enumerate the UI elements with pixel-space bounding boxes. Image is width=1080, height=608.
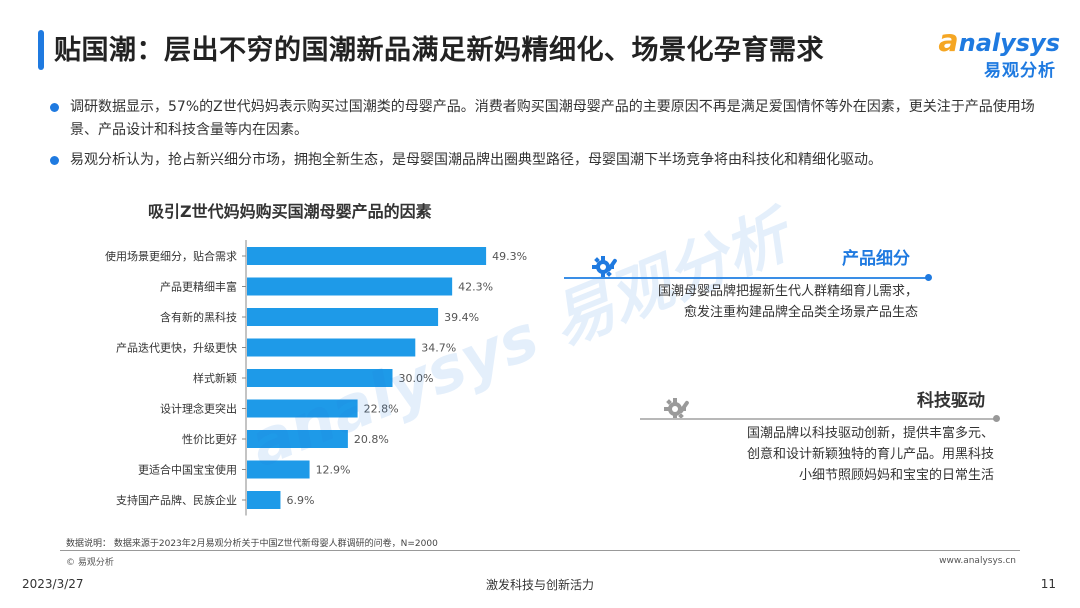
footer-slogan: 激发科技与创新活力	[485, 578, 594, 592]
bar	[247, 399, 358, 418]
value-label: 6.9%	[286, 494, 314, 507]
value-label: 49.3%	[492, 250, 527, 263]
bar-chart: 使用场景更细分，贴合需求 49.3% 产品更精细丰富 42.3% 含有新的黑科技 39.4…	[105, 240, 527, 516]
value-label: 12.9%	[316, 464, 351, 477]
page-title: 贴国潮：层出不穷的国潮新品满足新妈精细化、场景化孕育需求	[54, 35, 824, 66]
panel-divider-dot	[925, 274, 932, 281]
bar	[247, 308, 439, 326]
category-label: 性价比更好	[182, 432, 237, 446]
category-label: 产品更精细丰富	[160, 280, 237, 294]
panel-divider-dot	[993, 415, 1000, 422]
logo-rest: nalysys	[958, 29, 1060, 57]
category-label: 样式新颖	[193, 371, 237, 385]
value-label: 20.8%	[354, 433, 389, 446]
analysys-logo: analysys 易观分析	[938, 24, 1060, 81]
bar	[247, 338, 416, 357]
value-label: 39.4%	[444, 311, 479, 324]
title-accent-bar	[38, 30, 44, 70]
bullet-item: 调研数据显示，57%的Z世代妈妈表示购买过国潮类的母婴产品。消费者购买国潮母婴产…	[50, 96, 1040, 142]
panel-text-line: 创意和设计新颖独特的育儿产品。用黑科技	[746, 447, 994, 462]
panel-text-line: 愈发注重构建品牌全品类全场景产品生态	[683, 305, 918, 320]
data-note: 数据说明： 数据来源于2023年2月易观分析关于中国Z世代新母婴人群调研的问卷，…	[66, 539, 438, 549]
logo-wordmark: analysys	[938, 24, 1060, 59]
panel-text-segmentation: 国潮母婴品牌把握新生代人群精细育儿需求， 愈发注重构建品牌全品类全场景产品生态	[600, 281, 918, 323]
value-label: 34.7%	[421, 342, 456, 355]
bullet-text: 易观分析认为，抢占新兴细分市场，拥抱全新生态，是母婴国潮品牌出圈典型路径，母婴国…	[70, 152, 882, 168]
bar	[247, 277, 453, 296]
category-label: 更适合中国宝宝使用	[138, 463, 237, 477]
report-date: 2023/3/27	[22, 577, 84, 591]
panel-text-technology: 国潮品牌以科技驱动创新，提供丰富多元、 创意和设计新颖独特的育儿产品。用黑科技 …	[640, 423, 994, 486]
bar	[247, 460, 310, 479]
panel-text-line: 小细节照顾妈妈和宝宝的日常生活	[798, 468, 994, 483]
gear-wrench-icon	[664, 398, 689, 420]
value-label: 30.0%	[399, 372, 434, 385]
category-label: 产品迭代更快，升级更快	[116, 341, 237, 355]
category-label: 支持国产品牌、民族企业	[116, 493, 237, 507]
bullet-dot	[50, 156, 59, 165]
gear-wrench-icon	[592, 256, 617, 278]
bullet-text: 调研数据显示，57%的Z世代妈妈表示购买过国潮类的母婴产品。消费者购买国潮母婴产…	[70, 99, 1035, 138]
logo-initial: a	[938, 24, 959, 59]
category-label: 使用场景更细分，贴合需求	[105, 249, 237, 263]
website-link[interactable]: www.analysys.cn	[939, 556, 1016, 566]
page-number: 11	[1040, 577, 1056, 591]
bar	[247, 491, 281, 509]
bar	[247, 430, 348, 448]
panel-title-technology: 科技驱动	[917, 391, 985, 411]
bullet-dot	[50, 103, 59, 112]
copyright: © 易观分析	[66, 558, 114, 568]
category-label: 含有新的黑科技	[160, 310, 237, 324]
bar	[247, 369, 393, 387]
panel-text-line: 国潮母婴品牌把握新生代人群精细育儿需求，	[657, 284, 918, 299]
panel-text-line: 国潮品牌以科技驱动创新，提供丰富多元、	[746, 426, 994, 441]
panel-divider	[564, 277, 929, 279]
bullet-list: 调研数据显示，57%的Z世代妈妈表示购买过国潮类的母婴产品。消费者购买国潮母婴产…	[50, 96, 1040, 179]
panel-divider	[640, 418, 996, 420]
chart-title: 吸引Z世代妈妈购买国潮母婴产品的因素	[148, 202, 432, 221]
logo-cn: 易观分析	[984, 61, 1056, 81]
footer-divider	[60, 550, 1020, 551]
value-label: 42.3%	[458, 281, 493, 294]
bar	[247, 247, 487, 265]
bullet-item: 易观分析认为，抢占新兴细分市场，拥抱全新生态，是母婴国潮品牌出圈典型路径，母婴国…	[50, 149, 1040, 172]
value-label: 22.8%	[364, 403, 399, 416]
category-label: 设计理念更突出	[160, 402, 237, 416]
panel-title-segmentation: 产品细分	[842, 249, 910, 269]
